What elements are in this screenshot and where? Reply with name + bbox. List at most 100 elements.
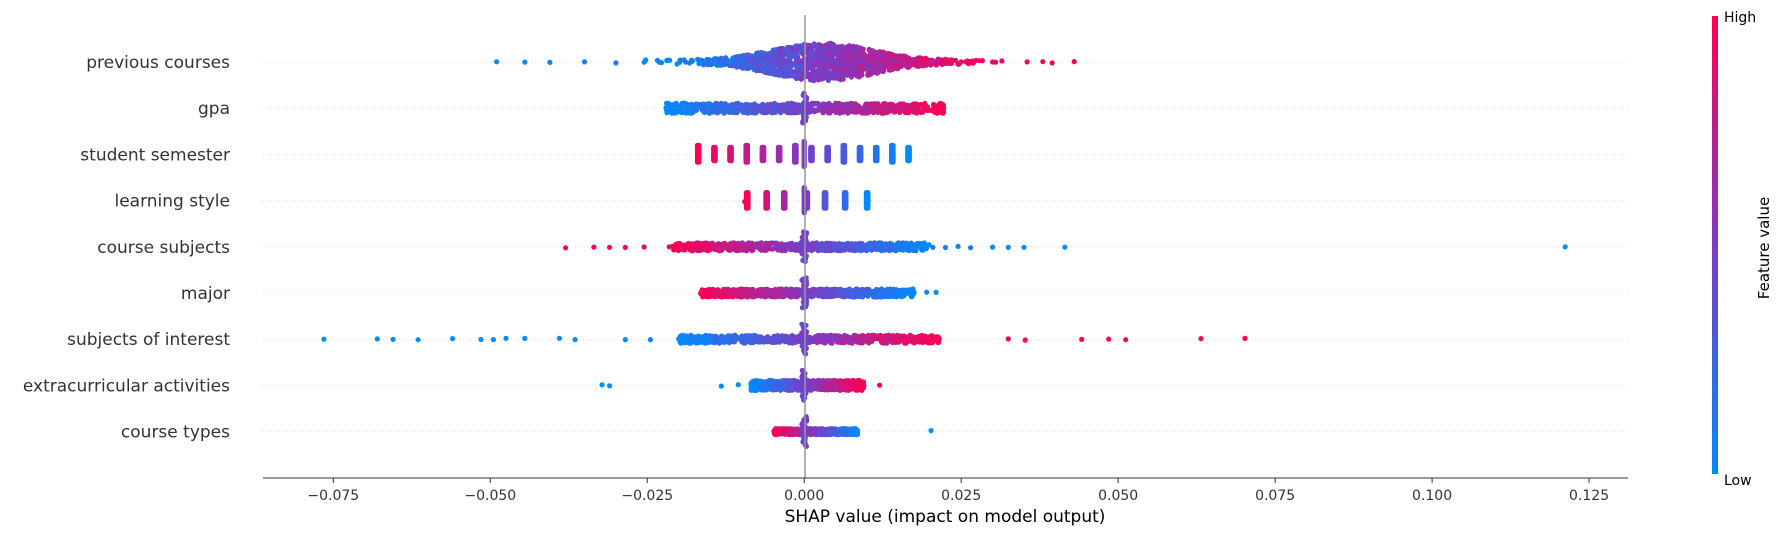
- shap-dot: [745, 108, 750, 113]
- shap-dot: [1079, 337, 1084, 342]
- shap-dot: [865, 72, 870, 77]
- shap-dot: [842, 340, 847, 345]
- shap-dot: [906, 244, 911, 249]
- shap-dot: [777, 61, 782, 66]
- shap-dot: [884, 341, 889, 346]
- shap-dot: [823, 206, 828, 211]
- shap-dot: [728, 242, 733, 247]
- feature-label: course types: [121, 423, 230, 443]
- shap-dot: [883, 336, 888, 341]
- shap-dot: [772, 294, 777, 299]
- shap-dot: [905, 62, 910, 67]
- shap-dot: [1563, 244, 1568, 249]
- shap-dot: [881, 294, 886, 299]
- shap-dot: [768, 241, 773, 246]
- feature-label: student semester: [80, 145, 230, 165]
- shap-dot: [664, 105, 669, 110]
- feature-label: extracurricular activities: [23, 376, 230, 396]
- shap-dot: [819, 288, 824, 293]
- shap-dot: [872, 240, 877, 245]
- shap-dot: [930, 333, 935, 338]
- shap-dot: [912, 290, 917, 295]
- shap-dot: [813, 72, 818, 77]
- shap-dot: [934, 290, 939, 295]
- shap-dot: [813, 60, 818, 65]
- shap-dot: [790, 245, 795, 250]
- shap-dot: [739, 56, 744, 61]
- shap-dot: [698, 291, 703, 296]
- shap-dot: [794, 160, 799, 165]
- shap-dot: [895, 288, 900, 293]
- shap-dot: [676, 336, 681, 341]
- shap-dot: [839, 63, 844, 68]
- shap-dot: [729, 158, 734, 163]
- shap-dot: [839, 248, 844, 253]
- shap-dot: [705, 241, 710, 246]
- shap-dot: [854, 68, 859, 73]
- shap-dot: [830, 62, 835, 67]
- shap-dot: [779, 103, 784, 108]
- shap-dot: [840, 69, 845, 74]
- shap-dot: [762, 68, 767, 73]
- shap-dot: [825, 104, 830, 109]
- shap-dot: [819, 70, 824, 75]
- shap-dot: [607, 245, 612, 250]
- shap-dot: [837, 340, 842, 345]
- shap-dot: [859, 59, 864, 64]
- shap-dot: [925, 104, 930, 109]
- shap-dot: [918, 57, 923, 62]
- shap-dot: [450, 336, 455, 341]
- shap-dot: [857, 294, 862, 299]
- shap-dot: [890, 67, 895, 72]
- shap-dot: [856, 49, 861, 54]
- shap-dot: [1006, 245, 1011, 250]
- feature-label: major: [181, 284, 230, 304]
- shap-dot: [891, 160, 896, 165]
- shap-dot: [710, 340, 715, 345]
- shap-dot: [755, 65, 760, 70]
- shap-dot: [713, 334, 718, 339]
- beeswarm-dots: [321, 41, 1568, 449]
- shap-dot: [832, 72, 837, 77]
- shap-dot: [956, 244, 961, 249]
- shap-dot: [771, 51, 776, 56]
- shap-dot: [968, 245, 973, 250]
- shap-dot: [750, 57, 755, 62]
- shap-dot: [827, 248, 832, 253]
- shap-dot: [957, 60, 962, 65]
- shap-dot: [783, 60, 788, 65]
- shap-dot: [888, 287, 893, 292]
- shap-dot: [573, 337, 578, 342]
- shap-dot: [697, 102, 702, 107]
- shap-dot: [818, 62, 823, 67]
- shap-dot: [769, 110, 774, 115]
- shap-dot: [715, 294, 720, 299]
- shap-dot: [681, 101, 686, 106]
- shap-dot: [855, 109, 860, 114]
- shap-dot: [749, 109, 754, 114]
- shap-dot: [850, 58, 855, 63]
- shap-dot: [744, 290, 749, 295]
- shap-dot: [1050, 60, 1055, 65]
- shap-dot: [739, 65, 744, 70]
- shap-dot: [826, 42, 831, 47]
- shap-dot: [729, 338, 734, 343]
- shap-dot: [745, 160, 750, 165]
- shap-dot: [823, 244, 828, 249]
- shap-dot: [866, 61, 871, 66]
- shap-dot: [696, 160, 701, 165]
- shap-dot: [948, 60, 953, 65]
- shap-dot: [810, 50, 815, 55]
- shap-dot: [917, 244, 922, 249]
- shap-dot: [735, 292, 740, 297]
- shap-dot: [847, 103, 852, 108]
- shap-dot: [834, 45, 839, 50]
- shap-dot: [845, 52, 850, 57]
- shap-dot: [642, 244, 647, 249]
- shap-dot: [907, 110, 912, 115]
- shap-dot: [758, 287, 763, 292]
- shap-dot: [702, 246, 707, 251]
- shap-dot: [847, 287, 852, 292]
- shap-dot: [844, 69, 849, 74]
- shap-dot: [643, 57, 648, 62]
